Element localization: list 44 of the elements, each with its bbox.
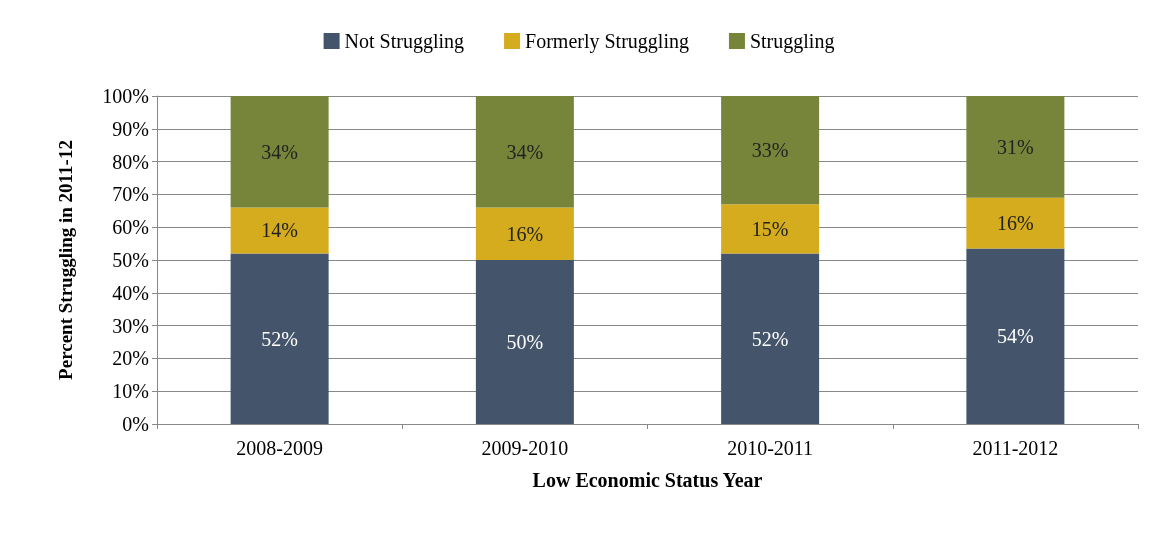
data-label: 34% [261,140,298,163]
legend-label: Struggling [749,30,835,53]
y-tick-label: 10% [112,380,149,403]
bar [721,204,820,254]
x-axis-title: Low Economic Status Year [532,469,763,491]
y-tick-label: 90% [112,117,149,140]
legend-label: Formerly Struggling [525,30,689,53]
y-tick-label: 50% [112,249,149,271]
bar [230,253,329,424]
data-label: 33% [751,139,789,162]
data-label: 34% [506,140,544,163]
y-tick-label: 100% [102,85,149,107]
bar [966,197,1065,249]
data-label: 16% [506,222,544,245]
y-axis-title: Percent Struggling in 2011-12 [55,140,76,380]
y-tick-label: 60% [112,216,149,239]
x-tick-label: 2008-2009 [236,437,323,459]
y-tick-label: 80% [112,150,149,173]
data-label: 14% [261,219,298,242]
y-tick-label: 70% [112,183,149,206]
y-tick-label: 30% [112,314,149,337]
y-tick-label: 20% [112,347,149,370]
legend-label: Not Struggling [344,30,465,53]
data-label: 15% [751,217,789,240]
bar [475,96,574,208]
bar [966,248,1065,424]
bar [721,96,820,205]
data-label: 50% [506,331,544,353]
y-tick-label: 0% [122,413,149,435]
x-tick-label: 2011-2012 [972,437,1059,459]
bar [966,96,1065,198]
data-label: 52% [261,327,298,350]
x-tick-label: 2010-2011 [727,437,814,459]
y-tick-label: 40% [112,281,149,304]
data-label: 54% [997,325,1034,348]
data-label: 31% [997,135,1034,158]
data-label: 16% [997,212,1034,235]
bar [230,207,329,254]
bar [721,253,820,424]
x-tick-label: 2009-2010 [481,437,569,459]
bar [475,260,574,424]
bar [475,207,574,260]
data-label: 52% [751,327,789,350]
bar [230,96,329,208]
